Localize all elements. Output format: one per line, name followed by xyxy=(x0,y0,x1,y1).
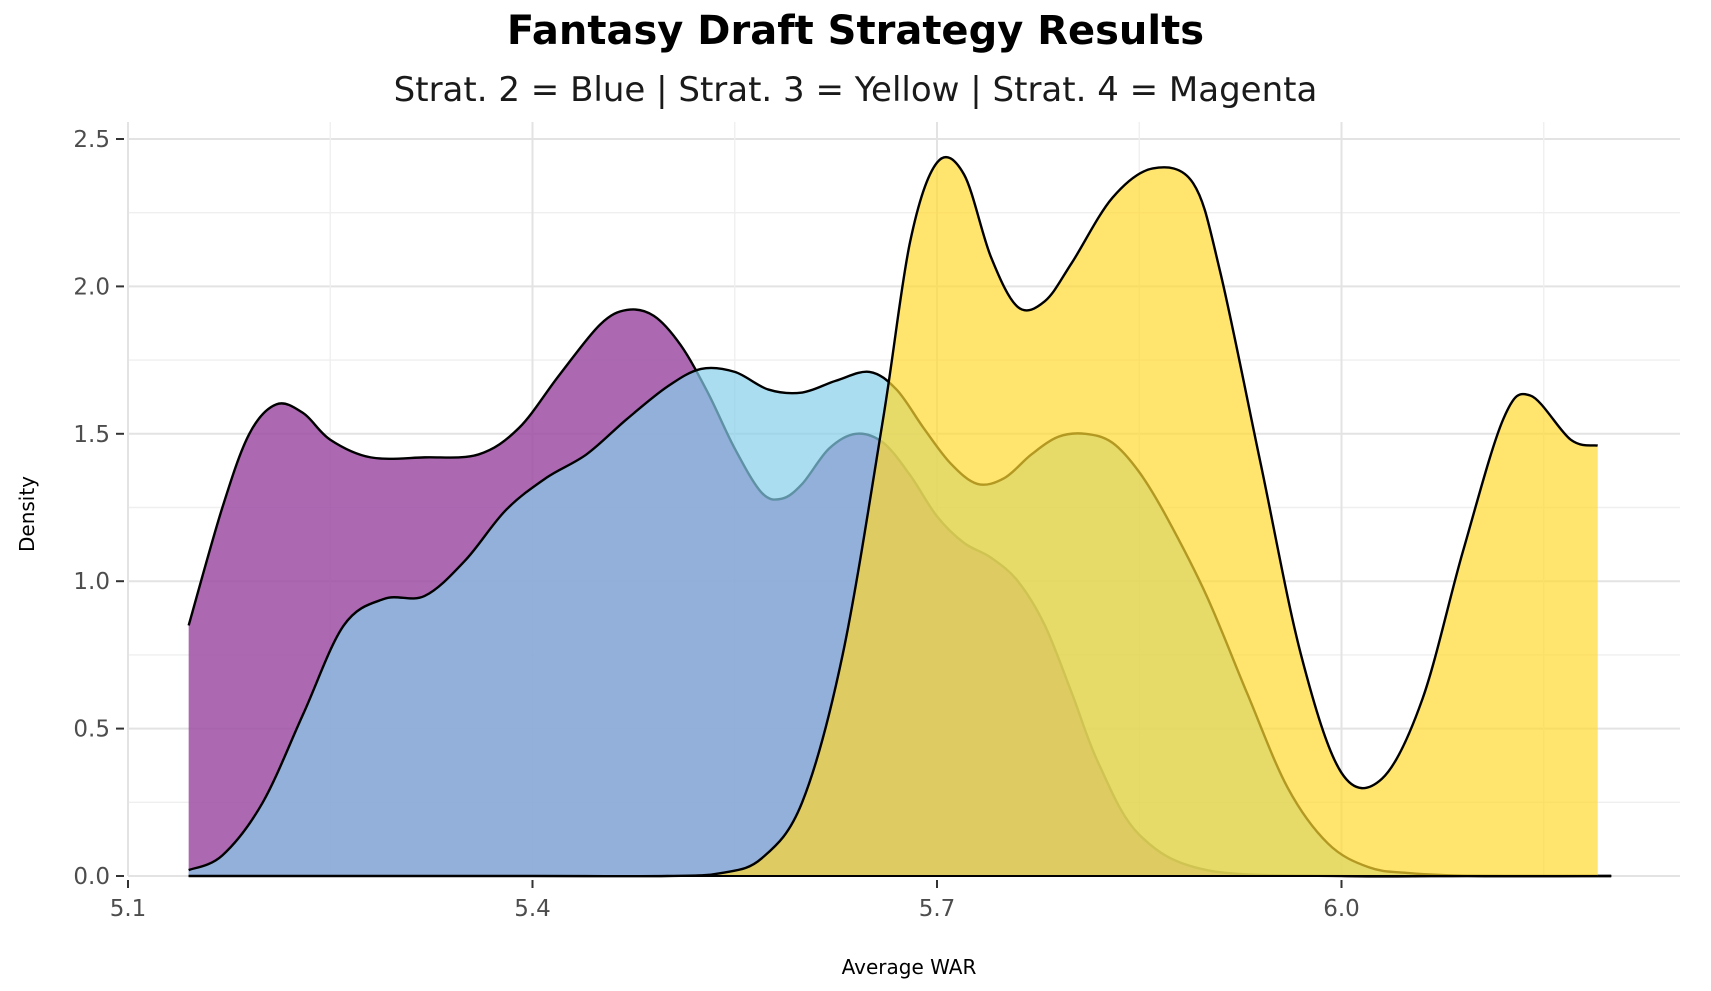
chart-subtitle: Strat. 2 = Blue | Strat. 3 = Yellow | St… xyxy=(393,70,1318,110)
x-tick-label: 5.7 xyxy=(919,896,956,922)
y-axis-title: Density xyxy=(15,476,39,552)
chart-title: Fantasy Draft Strategy Results xyxy=(506,8,1205,54)
x-axis-title: Average WAR xyxy=(842,955,977,979)
y-tick-label: 0.5 xyxy=(73,717,110,743)
density-areas xyxy=(187,156,1612,878)
axes: 0.0 0.5 1.0 1.5 2.0 2.5 5.1 5.4 5.7 6.0 xyxy=(73,127,1359,922)
y-tick-label: 2.5 xyxy=(73,127,110,153)
y-tick-label: 1.5 xyxy=(73,422,110,448)
y-tick-label: 0.0 xyxy=(73,864,110,890)
density-area-yellow xyxy=(188,157,1598,877)
x-tick-label: 5.4 xyxy=(514,896,551,922)
density-area-yellow-outline xyxy=(188,156,1598,878)
y-tick-label: 2.0 xyxy=(73,274,110,300)
x-tick-label: 6.0 xyxy=(1323,896,1360,922)
x-tick-label: 5.1 xyxy=(110,896,147,922)
y-tick-label: 1.0 xyxy=(73,569,110,595)
